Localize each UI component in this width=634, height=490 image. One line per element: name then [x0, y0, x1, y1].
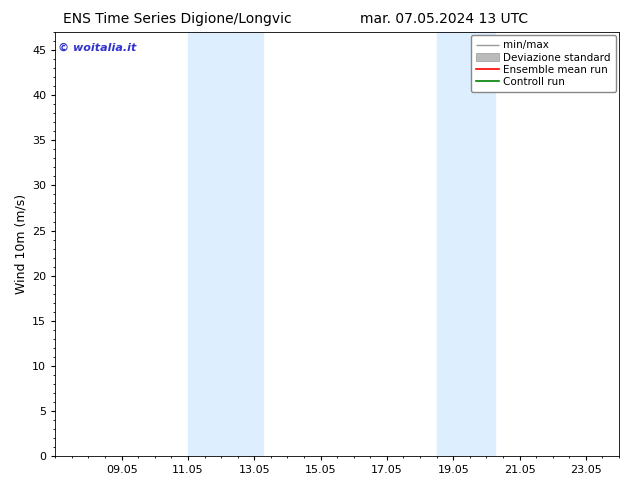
- Bar: [437, 32, 495, 456]
- Y-axis label: Wind 10m (m/s): Wind 10m (m/s): [15, 194, 28, 294]
- Legend: min/max, Deviazione standard, Ensemble mean run, Controll run: min/max, Deviazione standard, Ensemble m…: [471, 35, 616, 92]
- Text: mar. 07.05.2024 13 UTC: mar. 07.05.2024 13 UTC: [359, 12, 528, 26]
- Text: © woitalia.it: © woitalia.it: [58, 43, 136, 53]
- Bar: [188, 32, 262, 456]
- Text: ENS Time Series Digione/Longvic: ENS Time Series Digione/Longvic: [63, 12, 292, 26]
